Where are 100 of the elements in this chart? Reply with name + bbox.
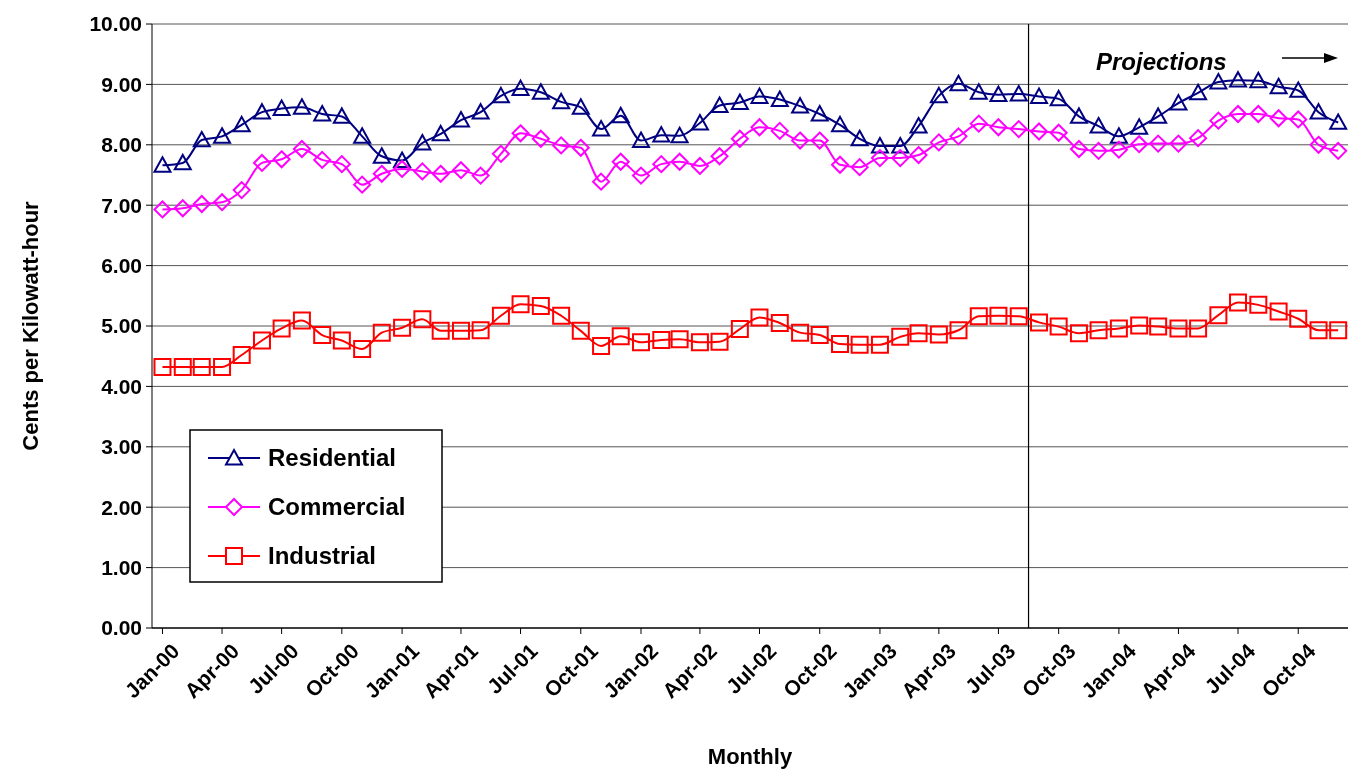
point xyxy=(1069,107,1088,124)
point xyxy=(690,156,709,175)
point xyxy=(1209,306,1228,325)
point xyxy=(1009,307,1028,326)
point xyxy=(870,335,889,354)
point xyxy=(710,147,729,166)
point xyxy=(791,97,810,114)
point xyxy=(1089,141,1108,160)
point xyxy=(1189,319,1208,338)
point xyxy=(153,156,172,173)
point xyxy=(1309,321,1328,340)
point xyxy=(1109,127,1128,144)
point xyxy=(611,106,630,124)
point xyxy=(1109,140,1128,159)
point xyxy=(353,339,372,358)
point xyxy=(850,158,869,177)
point xyxy=(1049,317,1068,336)
point xyxy=(831,115,850,133)
point xyxy=(870,149,889,168)
point xyxy=(770,90,789,107)
point xyxy=(810,326,829,345)
point xyxy=(372,323,391,342)
point xyxy=(1049,123,1068,142)
point xyxy=(292,311,311,330)
point xyxy=(1109,319,1128,338)
y-tick-label: 8.00 xyxy=(101,133,142,157)
point xyxy=(552,306,571,325)
point xyxy=(670,126,689,144)
point xyxy=(949,74,968,92)
point xyxy=(909,117,928,134)
point xyxy=(1030,87,1049,104)
point xyxy=(1030,122,1049,141)
point xyxy=(1269,109,1288,128)
point xyxy=(451,321,470,340)
point xyxy=(1189,129,1208,148)
point xyxy=(413,310,432,329)
point xyxy=(989,118,1008,137)
y-tick-label: 9.00 xyxy=(101,72,142,96)
point xyxy=(770,121,789,140)
point xyxy=(372,164,391,183)
point xyxy=(252,153,271,172)
point xyxy=(192,130,211,148)
y-tick-label: 6.00 xyxy=(101,253,142,277)
point xyxy=(929,325,948,344)
point xyxy=(831,335,850,354)
point xyxy=(891,137,910,154)
point xyxy=(153,200,172,219)
y-tick-label: 2.00 xyxy=(101,495,142,519)
point xyxy=(1289,309,1308,328)
point xyxy=(1209,111,1228,130)
point xyxy=(870,137,889,154)
point xyxy=(592,172,611,191)
point xyxy=(531,83,550,100)
point xyxy=(1130,135,1149,154)
point xyxy=(1130,316,1149,335)
point xyxy=(471,166,490,185)
point xyxy=(491,306,510,325)
legend-label: Commercial xyxy=(268,493,406,521)
point xyxy=(592,336,611,355)
point xyxy=(909,324,928,343)
point xyxy=(471,321,490,340)
point xyxy=(571,321,590,340)
point xyxy=(1249,71,1268,89)
point xyxy=(850,335,869,354)
point xyxy=(511,124,530,143)
point xyxy=(670,152,689,171)
point xyxy=(1030,313,1049,332)
point xyxy=(313,105,332,122)
point xyxy=(652,155,671,174)
point xyxy=(232,115,251,133)
point xyxy=(213,358,232,377)
point xyxy=(192,194,211,213)
point xyxy=(413,162,432,181)
point xyxy=(272,99,291,116)
point xyxy=(531,129,550,148)
point xyxy=(1169,134,1188,153)
point xyxy=(1149,107,1168,124)
point xyxy=(1049,89,1068,107)
y-tick-label: 4.00 xyxy=(101,374,142,398)
point xyxy=(1149,317,1168,336)
point xyxy=(1329,141,1348,160)
point xyxy=(1229,293,1248,312)
point xyxy=(670,330,689,349)
point xyxy=(929,133,948,152)
point xyxy=(730,93,749,110)
point xyxy=(353,175,372,194)
point xyxy=(690,333,709,352)
point xyxy=(770,313,789,332)
y-tick-label: 7.00 xyxy=(101,193,142,217)
point xyxy=(1229,71,1248,88)
point xyxy=(393,151,412,168)
point xyxy=(571,98,590,115)
point xyxy=(791,131,810,150)
point xyxy=(332,331,351,350)
point xyxy=(313,150,332,169)
point xyxy=(1089,117,1108,134)
point xyxy=(611,152,630,171)
point xyxy=(491,144,510,163)
annotation: Projections xyxy=(1096,48,1227,75)
point xyxy=(232,345,251,364)
